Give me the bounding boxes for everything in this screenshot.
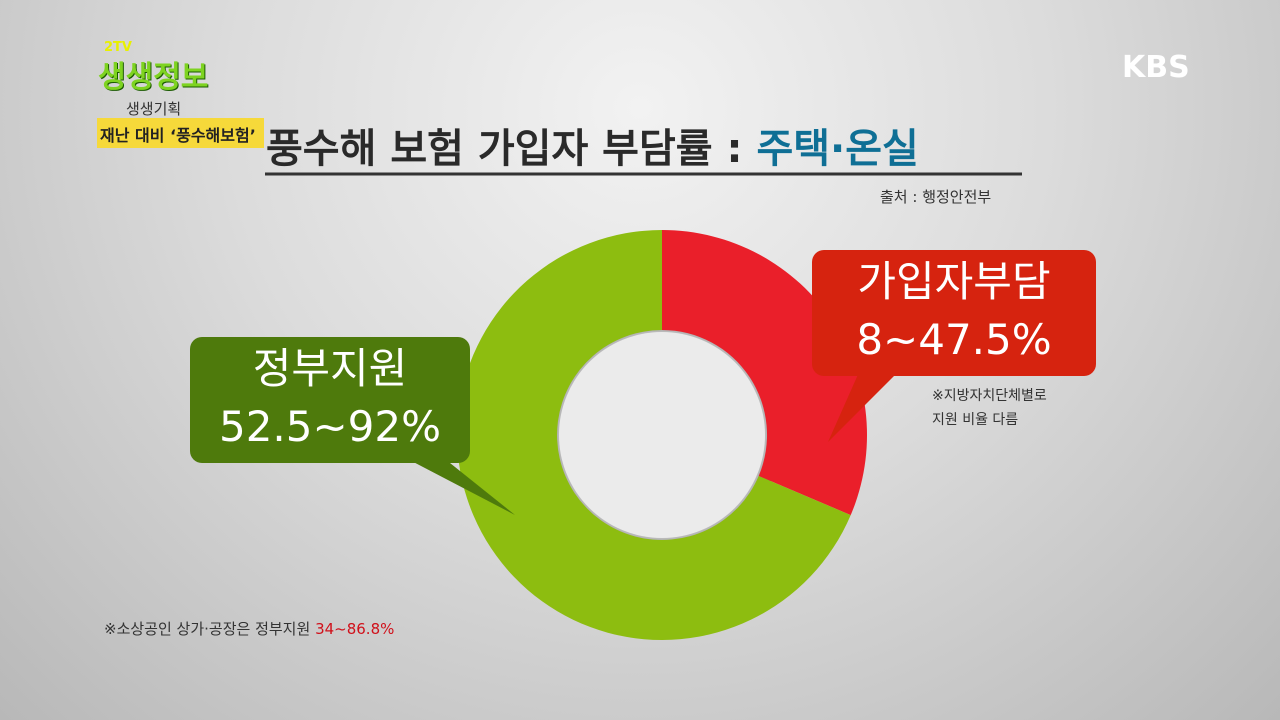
label-range: 8~47.5% [856,315,1052,364]
red-label-box [812,250,1096,376]
topic-box [97,118,264,148]
label-range: 52.5~92% [218,402,442,451]
broadcaster-logo: KBS [1122,50,1190,85]
logo-segment: 생생기획 [126,100,182,118]
red-label: 가입자부담 8~47.5% [812,253,1096,369]
donut-hole [559,332,765,538]
note-line: 지원 비율 다름 [932,412,1019,428]
title-highlight: 주택·온실 [756,126,919,172]
red-pointer [828,370,900,442]
donut-green-segment [456,230,851,641]
label-name: 가입자부담 [857,257,1051,306]
title-main: 풍수해 보험 가입자 부담률 : [266,126,743,172]
title: 풍수해 보험 가입자 부담률 : 주택·온실 [266,116,919,174]
logo-channel: 2TV [104,40,132,55]
note-text: ※소상공인 상가·공장은 정부지원 [104,620,311,638]
green-label: 정부지원 52.5~92% [190,340,470,456]
note-range: 34~86.8% [315,620,395,638]
local-note: ※지방자치단체별로 지원 비율 다름 [932,384,1047,432]
topic: 재난 대비 ‘풍수해보험’ [100,126,256,145]
small-business-note: ※소상공인 상가·공장은 정부지원 34~86.8% [104,618,394,639]
green-pointer [400,455,515,515]
logo-program: 생생정보 [98,60,209,95]
source: 출처 : 행정안전부 [880,188,992,206]
note-line: ※지방자치단체별로 [932,388,1047,404]
green-label-box [190,337,470,463]
label-name: 정부지원 [252,344,408,393]
